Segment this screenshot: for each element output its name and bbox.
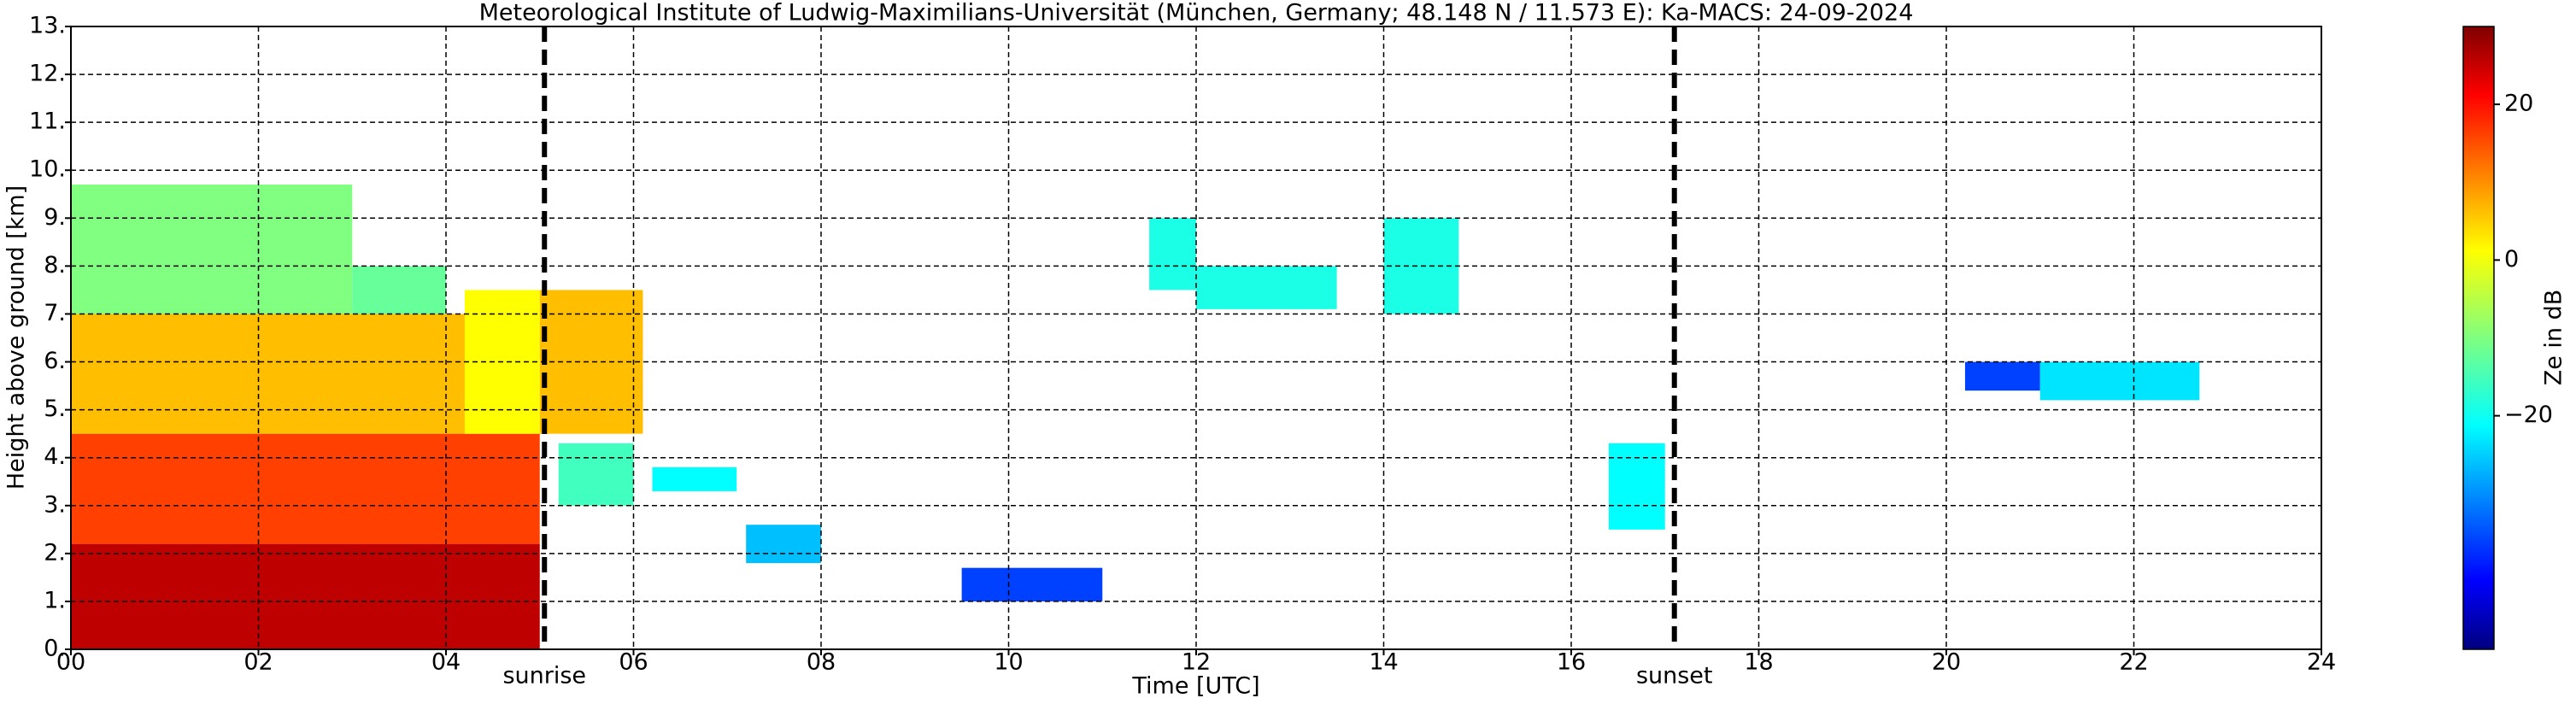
echo-layer — [71, 185, 2200, 649]
y-tick-label: 2. — [44, 539, 66, 566]
y-tick-label: 0. — [44, 636, 66, 662]
x-tick-label: 24 — [2307, 649, 2336, 676]
x-tick-label: 16 — [1557, 649, 1586, 676]
x-tick-label: 14 — [1369, 649, 1398, 676]
x-tick-label: 04 — [431, 649, 461, 676]
y-tick-label: 11. — [29, 109, 66, 135]
echo-cell — [1608, 443, 1665, 530]
colorbar — [2462, 26, 2495, 650]
x-tick-label: 08 — [807, 649, 836, 676]
y-tick-label: 6. — [44, 348, 66, 374]
echo-cell — [746, 525, 821, 564]
y-tick-label: 13. — [29, 13, 66, 39]
echo-cell — [71, 543, 540, 649]
echo-cell — [71, 185, 353, 314]
echo-cell — [1964, 361, 2040, 391]
x-tick-label: 18 — [1744, 649, 1773, 676]
axes — [65, 26, 2322, 655]
y-axis-label: Height above ground [km] — [3, 185, 30, 490]
echo-cell — [2039, 361, 2200, 401]
echo-cell — [652, 466, 737, 491]
y-tick-label: 12. — [29, 61, 66, 87]
event-label: sunrise — [502, 663, 586, 689]
y-tick-label: 4. — [44, 443, 66, 470]
x-axis-label: Time [UTC] — [1131, 673, 1259, 700]
echo-cell — [71, 314, 465, 434]
colorbar-label: Ze in dB — [2541, 290, 2567, 386]
y-tick-label: 3. — [44, 491, 66, 518]
x-tick-label: 12 — [1182, 649, 1211, 676]
echo-cell — [1149, 218, 1196, 290]
echo-cell — [558, 443, 634, 506]
echo-cell — [1196, 266, 1337, 309]
y-tick-label: 7. — [44, 300, 66, 326]
y-tick-label: 8. — [44, 252, 66, 279]
chart-title: Meteorological Institute of Ludwig-Maxim… — [479, 0, 1914, 26]
colorbar-tick-label: 0 — [2504, 246, 2519, 273]
colorbar-tick-label: −20 — [2504, 402, 2553, 428]
y-tick-label: 10. — [29, 156, 66, 183]
plot-frame — [70, 26, 2322, 650]
echo-cell — [539, 290, 643, 434]
y-tick-label: 1. — [44, 587, 66, 613]
y-tick-label: 9. — [44, 204, 66, 231]
echo-cell — [352, 266, 446, 314]
y-tick-label: 5. — [44, 396, 66, 422]
colorbar-tick-label: 20 — [2504, 91, 2533, 117]
x-tick-label: 20 — [1932, 649, 1961, 676]
x-tick-label: 22 — [2119, 649, 2148, 676]
echo-cell — [71, 433, 540, 544]
x-tick-label: 06 — [619, 649, 648, 676]
x-tick-label: 10 — [994, 649, 1023, 676]
event-label: sunset — [1636, 663, 1713, 689]
x-tick-label: 00 — [56, 649, 85, 676]
echo-cell — [961, 567, 1103, 601]
x-tick-label: 02 — [244, 649, 273, 676]
